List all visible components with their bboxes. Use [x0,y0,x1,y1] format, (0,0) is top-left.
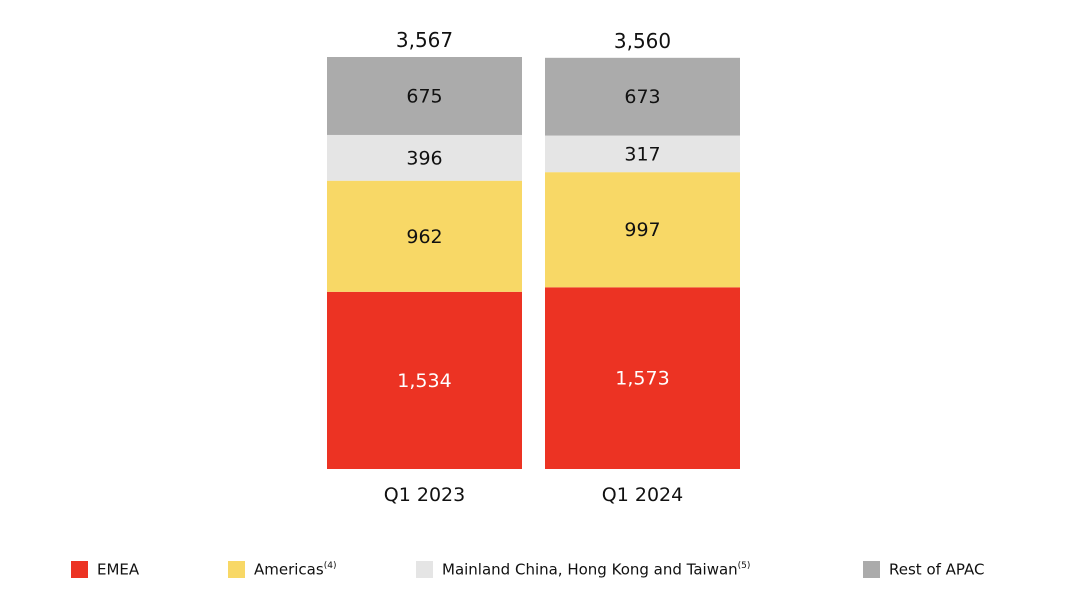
legend-item-americas: Americas(4) [228,561,336,579]
legend-swatch-mainland-china-hong-kong-and-taiwan [416,561,433,578]
bars-layer [327,57,740,469]
category-label-q1-2024: Q1 2024 [602,484,683,506]
legend-footnote-mainland-china-hong-kong-and-taiwan: (5) [738,561,751,571]
value-label-mainland-china-hong-kong-and-taiwan-q1-2023: 396 [406,147,442,169]
value-label-emea-q1-2023: 1,534 [397,370,451,392]
value-label-americas-q1-2023: 962 [406,226,442,248]
category-label-q1-2023: Q1 2023 [384,484,465,506]
legend-swatch-rest-of-apac [863,561,880,578]
legend-item-emea: EMEA [71,561,140,579]
bar-segment-rest-of-apac-q1-2023 [327,57,522,135]
legend-item-rest-of-apac: Rest of APAC [863,561,985,579]
legend-footnote-americas: (4) [324,561,337,571]
bar-segment-emea-q1-2023 [327,291,522,469]
bar-segment-rest-of-apac-q1-2024 [545,57,740,136]
bar-segment-emea-q1-2024 [545,287,740,469]
legend-swatch-emea [71,561,88,578]
bar-segment-americas-q1-2023 [327,180,522,292]
legend: EMEA Americas(4) Mainland China, Hong Kong… [71,561,985,579]
legend-label-emea: EMEA [97,561,140,579]
value-label-rest-of-apac-q1-2024: 673 [624,86,660,108]
value-label-mainland-china-hong-kong-and-taiwan-q1-2024: 317 [624,143,660,165]
labels-layer: 1,534 962 396 675 3,567 Q1 2023 1,573 997 317 673… [384,28,683,506]
legend-label-rest-of-apac: Rest of APAC [889,561,985,579]
bar-segment-americas-q1-2024 [545,172,740,288]
total-label-q1-2023: 3,567 [396,28,453,52]
value-label-rest-of-apac-q1-2023: 675 [406,85,442,107]
legend-label-americas: Americas(4) [254,561,336,579]
value-label-emea-q1-2024: 1,573 [615,368,669,390]
legend-label-mainland-china-hong-kong-and-taiwan: Mainland China, Hong Kong and Taiwan(5) [442,561,750,579]
total-label-q1-2024: 3,560 [614,29,671,53]
bar-segment-mainland-china-hong-kong-and-taiwan-q1-2024 [545,135,740,173]
bar-segment-mainland-china-hong-kong-and-taiwan-q1-2023 [327,134,522,181]
legend-item-mainland-china-hong-kong-and-taiwan: Mainland China, Hong Kong and Taiwan(5) [416,561,750,579]
value-label-americas-q1-2024: 997 [624,219,660,241]
legend-swatch-americas [228,561,245,578]
